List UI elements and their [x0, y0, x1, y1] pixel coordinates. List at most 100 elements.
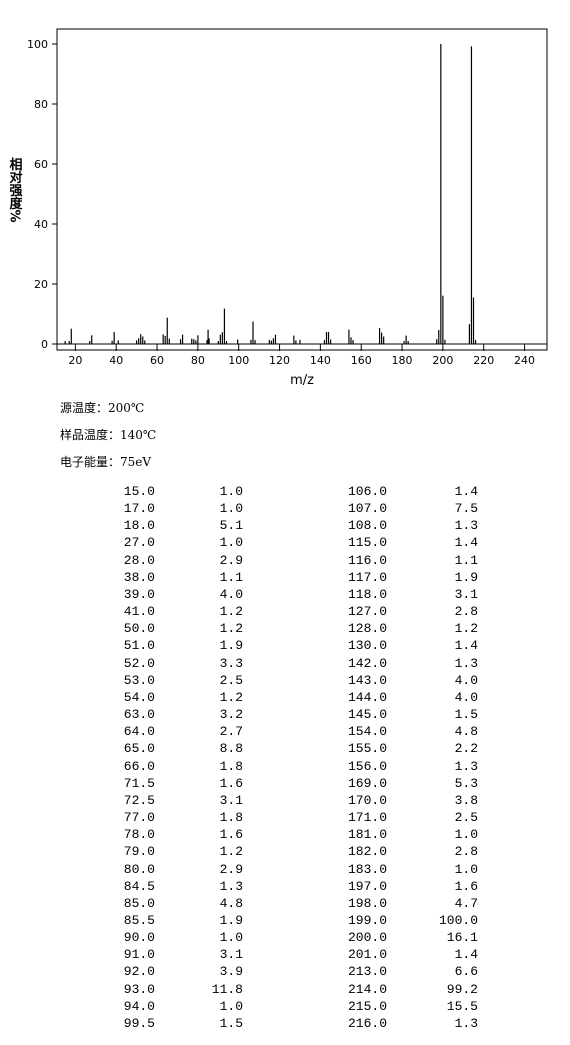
table-cell: 1.5: [219, 1015, 243, 1031]
table-cell: 27.0: [123, 535, 155, 551]
table-cell: 1.0: [219, 535, 243, 551]
table-cell: 2.9: [219, 552, 243, 568]
table-cell: 144.0: [347, 689, 387, 705]
plot-frame: [56, 28, 548, 351]
table-cell: 214.0: [347, 981, 387, 997]
table-cell: 1.2: [219, 621, 243, 637]
table-cell: 182.0: [347, 844, 387, 860]
table-cell: 28.0: [123, 552, 155, 568]
table-cell: 4.8: [219, 895, 243, 911]
y-tick-label: 100: [27, 38, 48, 51]
table-cell: 51.0: [123, 638, 155, 654]
table-cell: 66.0: [123, 758, 155, 774]
table-cell: 142.0: [347, 655, 387, 671]
x-tick-label: 40: [109, 354, 123, 367]
table-cell: 16.1: [446, 930, 478, 946]
table-cell: 1.6: [454, 878, 478, 894]
table-cell: 78.0: [123, 827, 155, 843]
table-cell: 77.0: [123, 810, 155, 826]
table-cell: 1.2: [454, 621, 478, 637]
table-cell: 2.5: [219, 672, 243, 688]
x-tick-label: 240: [514, 354, 535, 367]
table-cell: 3.1: [454, 586, 478, 602]
table-cell: 17.0: [123, 501, 155, 517]
table-cell: 183.0: [347, 861, 387, 877]
table-cell: 1.9: [219, 913, 243, 928]
x-tick-label: 20: [68, 354, 82, 367]
table-cell: 1.3: [454, 1015, 478, 1031]
table-cell: 52.0: [123, 655, 155, 671]
table-cell: 215.0: [347, 998, 387, 1014]
table-cell: 63.0: [123, 707, 155, 723]
table-cell: 4.8: [454, 724, 478, 740]
table-cell: 8.8: [219, 741, 243, 757]
table-cell: 94.0: [123, 998, 155, 1014]
table-cell: 145.0: [347, 707, 387, 723]
x-axis-label: m/z: [290, 373, 314, 388]
table-cell: 93.0: [123, 981, 155, 997]
table-cell: 155.0: [347, 741, 387, 757]
table-cell: 1.4: [454, 535, 478, 551]
table-cell: 199.0: [347, 913, 387, 928]
x-tick-label: 220: [473, 354, 494, 367]
table-cell: 99.5: [123, 1015, 155, 1031]
table-cell: 1.1: [219, 569, 243, 585]
table-cell: 79.0: [123, 844, 155, 860]
table-cell: 4.7: [454, 895, 478, 911]
x-tick-label: 200: [432, 354, 453, 367]
x-tick-label: 100: [228, 354, 249, 367]
x-tick-label: 140: [310, 354, 331, 367]
table-cell: 127.0: [347, 604, 387, 620]
table-cell: 1.0: [219, 998, 243, 1014]
table-cell: 85.5: [123, 913, 155, 928]
table-cell: 1.9: [219, 638, 243, 654]
x-tick-label: 120: [269, 354, 290, 367]
table-cell: 71.5: [123, 775, 155, 791]
y-tick-label: 80: [34, 98, 48, 111]
table-cell: 1.0: [219, 930, 243, 946]
table-cell: 1.2: [219, 604, 243, 620]
table-cell: 4.0: [454, 672, 478, 688]
table-cell: 213.0: [347, 964, 387, 980]
table-cell: 2.9: [219, 861, 243, 877]
table-cell: 1.9: [454, 569, 478, 585]
table-cell: 1.3: [454, 758, 478, 774]
table-cell: 1.3: [219, 878, 243, 894]
table-cell: 4.0: [454, 689, 478, 705]
table-cell: 5.1: [219, 518, 243, 534]
table-cell: 143.0: [347, 672, 387, 688]
table-cell: 106.0: [347, 484, 387, 499]
table-cell: 156.0: [347, 758, 387, 774]
table-cell: 2.5: [454, 810, 478, 826]
info-line: 样品温度：140℃: [60, 428, 157, 442]
y-tick-label: 40: [34, 218, 48, 231]
table-cell: 1.5: [454, 707, 478, 723]
table-cell: 1.0: [219, 484, 243, 499]
table-cell: 39.0: [123, 586, 155, 602]
table-cell: 1.6: [219, 775, 243, 791]
table-cell: 171.0: [347, 810, 387, 826]
y-axis-label: 相对强度%: [7, 157, 23, 223]
table-cell: 1.0: [454, 861, 478, 877]
table-cell: 72.5: [123, 792, 155, 808]
table-cell: 15.5: [446, 998, 478, 1014]
table-cell: 115.0: [347, 535, 387, 551]
x-tick-label: 80: [191, 354, 205, 367]
table-cell: 1.3: [454, 518, 478, 534]
table-cell: 170.0: [347, 792, 387, 808]
table-cell: 181.0: [347, 827, 387, 843]
table-cell: 3.1: [219, 947, 243, 963]
table-cell: 15.0: [123, 484, 155, 499]
table-cell: 1.4: [454, 947, 478, 963]
table-cell: 1.2: [219, 844, 243, 860]
table-cell: 6.6: [454, 964, 478, 980]
table-cell: 1.0: [219, 501, 243, 517]
table-cell: 54.0: [123, 689, 155, 705]
y-tick-label: 20: [34, 278, 48, 291]
table-cell: 107.0: [347, 501, 387, 517]
table-cell: 2.8: [454, 604, 478, 620]
table-cell: 2.2: [454, 741, 478, 757]
table-cell: 65.0: [123, 741, 155, 757]
table-cell: 1.2: [219, 689, 243, 705]
